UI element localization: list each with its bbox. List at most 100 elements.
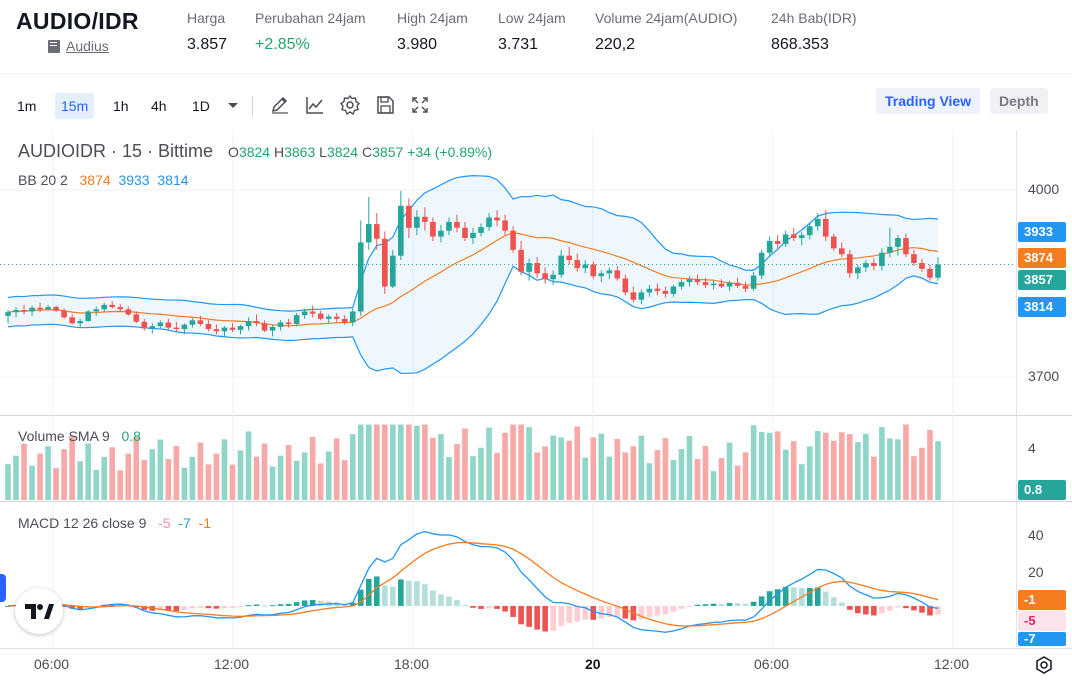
bb-upper-value: 3933 xyxy=(118,172,150,188)
depth-button[interactable]: Depth xyxy=(990,88,1048,114)
panel-collapse-handle[interactable] xyxy=(0,574,6,602)
volume-bar xyxy=(333,438,340,500)
candle-body xyxy=(558,255,564,275)
macd-histogram-bar xyxy=(566,605,573,623)
pane-divider xyxy=(0,415,1072,416)
candle-body xyxy=(109,304,116,308)
volume-bar xyxy=(37,453,43,500)
candle-body xyxy=(718,283,725,287)
volume-bar xyxy=(269,466,276,500)
macd-histogram-bar xyxy=(822,591,829,606)
candle-body xyxy=(333,316,340,319)
candle-body xyxy=(269,326,276,331)
volume-bar xyxy=(927,429,933,500)
candle-body xyxy=(53,307,59,311)
candle-body xyxy=(879,252,885,266)
macd-histogram-bar xyxy=(646,605,653,618)
book-icon xyxy=(48,39,60,53)
candle-body xyxy=(526,263,532,272)
candle-body xyxy=(782,234,789,244)
candle-body xyxy=(349,311,356,323)
candle-body xyxy=(373,224,380,239)
candle-body xyxy=(887,246,893,253)
macd-histogram-bar xyxy=(357,589,364,606)
volume-bar xyxy=(5,464,11,500)
macd-histogram-bar xyxy=(422,584,428,606)
ohlc-close: 3857 xyxy=(372,144,404,160)
candle-body xyxy=(614,270,621,279)
candle-body xyxy=(189,320,196,325)
volume-bar xyxy=(662,438,669,500)
volume-bar xyxy=(13,455,19,500)
macd-signal-line xyxy=(7,541,939,627)
volume-bar xyxy=(750,425,757,500)
candle-body xyxy=(686,279,693,283)
candle-body xyxy=(911,254,917,264)
candle-body xyxy=(710,283,717,286)
timeframe-1h[interactable]: 1h xyxy=(113,98,129,114)
macd-histogram-bar xyxy=(205,605,212,609)
macd-histogram-bar xyxy=(237,605,244,607)
candle-body xyxy=(582,264,589,269)
volume-bar xyxy=(486,427,492,500)
price-chart[interactable] xyxy=(0,130,1072,680)
volume-bar xyxy=(133,436,140,500)
stat-value: +2.85% xyxy=(255,36,310,53)
coin-info-link[interactable]: Audius xyxy=(48,38,109,54)
macd-histogram-bar xyxy=(782,587,789,606)
volume-bar xyxy=(373,424,380,500)
trading-view-button[interactable]: Trading View xyxy=(876,88,981,114)
tradingview-logo[interactable] xyxy=(15,588,63,634)
timeframe-1m[interactable]: 1m xyxy=(17,98,37,114)
timeframe-15m[interactable]: 15m xyxy=(55,93,95,119)
candle-body xyxy=(69,317,75,324)
macd-histogram-bar xyxy=(165,605,172,611)
pair-title: AUDIO/IDR xyxy=(16,8,139,34)
macd-label: MACD 12 26 close 9 xyxy=(18,515,147,531)
macd-histogram-bar xyxy=(189,605,196,609)
macd-histogram-bar xyxy=(5,605,11,607)
volume-bar xyxy=(165,459,172,500)
gear-icon[interactable] xyxy=(339,94,361,116)
volume-bar xyxy=(814,430,821,500)
macd-histogram-bar xyxy=(462,604,468,606)
chart-settings-icon[interactable] xyxy=(1034,655,1054,675)
macd-histogram-bar xyxy=(510,605,516,617)
volume-bar xyxy=(446,457,452,500)
timeframe-4h[interactable]: 4h xyxy=(151,98,167,114)
fullscreen-icon[interactable] xyxy=(409,94,431,116)
macd-histogram-bar xyxy=(895,605,901,608)
stat-value: 3.731 xyxy=(498,36,539,53)
candle-body xyxy=(422,216,428,222)
macd-histogram-bar xyxy=(173,605,180,612)
macd-histogram-bar xyxy=(542,605,548,632)
candle-body xyxy=(117,307,124,310)
candle-body xyxy=(702,282,709,286)
candle-body xyxy=(574,260,581,269)
macd-histogram-bar xyxy=(430,590,436,606)
volume-bar xyxy=(494,452,500,500)
candle-body xyxy=(285,322,292,324)
volume-bar xyxy=(734,465,741,500)
macd-histogram-bar xyxy=(863,605,869,615)
candle-body xyxy=(85,311,91,322)
macd-histogram-bar xyxy=(879,605,885,614)
volume-bar xyxy=(590,437,597,500)
chevron-down-icon[interactable] xyxy=(222,94,244,116)
candle-body xyxy=(646,288,653,293)
candle-body xyxy=(245,321,252,327)
macd-histogram-bar xyxy=(454,600,460,606)
stat-label: Harga xyxy=(187,10,226,26)
pane-divider xyxy=(0,501,1072,502)
pencil-icon[interactable] xyxy=(269,94,291,116)
volume-bar xyxy=(895,439,901,500)
save-icon[interactable] xyxy=(374,94,396,116)
candle-body xyxy=(798,235,805,239)
ohlc-key: L xyxy=(319,144,327,160)
volume-bar xyxy=(277,455,284,500)
line-chart-icon[interactable] xyxy=(304,94,326,116)
time-tick: 12:00 xyxy=(214,656,250,672)
timeframe-1d[interactable]: 1D xyxy=(192,98,210,114)
candle-body xyxy=(125,309,132,315)
macd-histogram-bar xyxy=(470,605,476,608)
